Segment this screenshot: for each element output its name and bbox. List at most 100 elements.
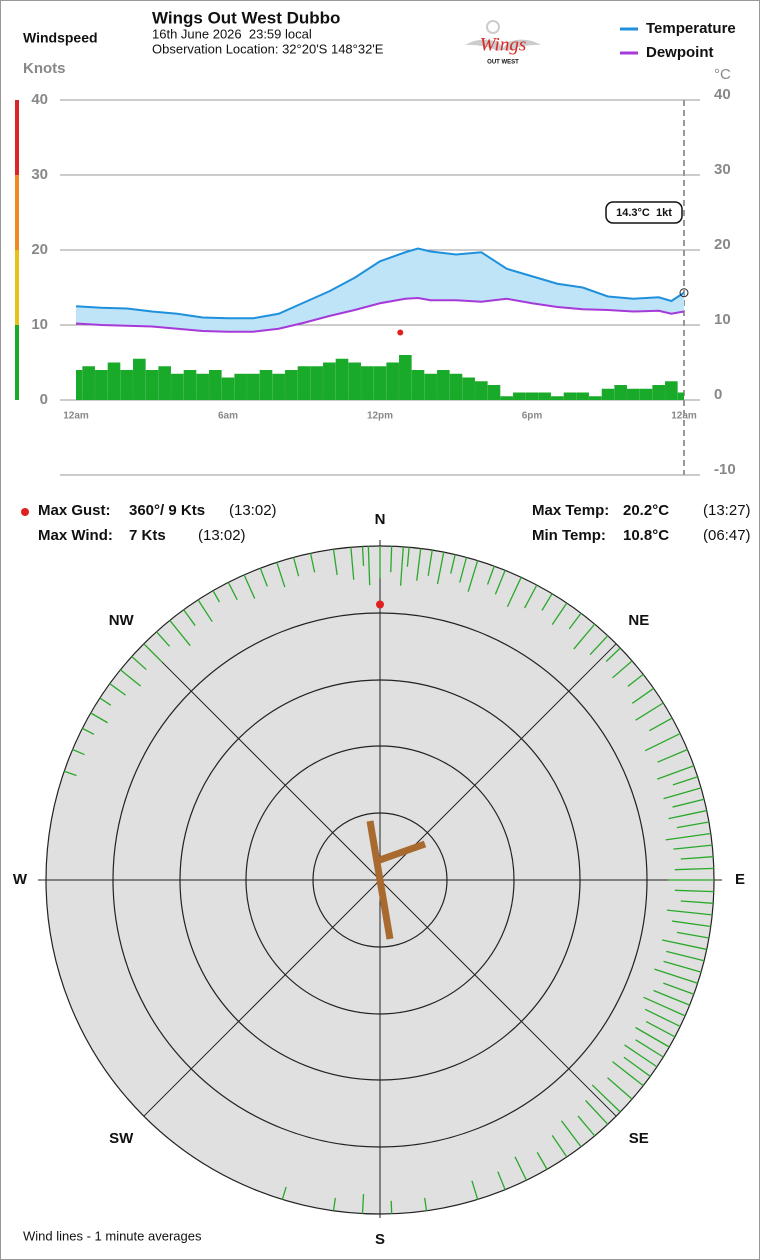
wind-line bbox=[672, 798, 705, 808]
wind-line bbox=[361, 1194, 365, 1214]
speed-band bbox=[15, 100, 19, 175]
stat-label: Max Temp: bbox=[532, 502, 609, 519]
wind-line bbox=[109, 683, 126, 696]
subtitle: Observation Location: 32°20'S 148°32'E bbox=[152, 41, 384, 56]
series-line bbox=[75, 247, 685, 320]
wind-bar bbox=[133, 358, 146, 400]
wind-bar bbox=[158, 366, 171, 400]
wind-line bbox=[243, 574, 256, 599]
stat-value: 7 Kts bbox=[129, 527, 166, 544]
y-tick-label: 0 bbox=[40, 391, 48, 408]
wind-line bbox=[551, 1134, 568, 1158]
wind-line bbox=[624, 1044, 658, 1068]
compass-label: W bbox=[13, 871, 28, 888]
wind-line bbox=[612, 660, 633, 679]
wind-bar bbox=[399, 355, 412, 400]
wind-line bbox=[663, 787, 702, 800]
x-tick-label: 12am bbox=[671, 411, 697, 422]
x-tick-label: 6am bbox=[218, 411, 238, 422]
wind-line bbox=[399, 546, 404, 586]
wind-bar bbox=[76, 370, 83, 400]
wind-line bbox=[350, 547, 355, 580]
wind-bar bbox=[601, 388, 615, 400]
wind-line bbox=[494, 570, 506, 595]
wind-line bbox=[666, 909, 713, 916]
wind-line bbox=[143, 643, 163, 663]
y-tick-label: 30 bbox=[31, 166, 48, 183]
wind-bar bbox=[652, 385, 665, 400]
max-gust-key bbox=[21, 508, 29, 516]
wind-line bbox=[197, 599, 213, 623]
wind-bar bbox=[145, 370, 159, 400]
wind-line bbox=[424, 1197, 428, 1211]
wind-line bbox=[674, 889, 714, 893]
y2-tick-label: 10 bbox=[714, 311, 731, 328]
wind-bar bbox=[120, 370, 133, 400]
wind-bar bbox=[183, 370, 197, 400]
wind-line bbox=[450, 554, 456, 574]
axis-title: Windspeed bbox=[23, 30, 98, 46]
timeseries-chart: -10 0 10 20 30 40 0 10 20 30 40 12am 6am 12pm 6pm 12am T… bbox=[15, 20, 736, 516]
wind-bar bbox=[234, 373, 247, 400]
legend-label: Temperature bbox=[646, 20, 736, 37]
stat-label: Max Gust: bbox=[38, 502, 111, 519]
wind-bar bbox=[285, 370, 298, 400]
y-tick-label: 10 bbox=[31, 316, 48, 333]
stat-time: (06:47) bbox=[703, 527, 751, 544]
wind-line bbox=[169, 620, 191, 647]
logo-subtext: OUT WEST bbox=[487, 60, 519, 66]
stat-time: (13:27) bbox=[703, 502, 751, 519]
temp-dew-fill bbox=[76, 248, 684, 332]
wind-line bbox=[367, 546, 371, 586]
wind-barb bbox=[366, 820, 427, 940]
wind-line bbox=[292, 557, 300, 577]
wind-bar bbox=[437, 370, 450, 400]
wind-line bbox=[654, 968, 698, 984]
wind-line bbox=[673, 844, 713, 850]
wind-bar bbox=[95, 370, 108, 400]
wind-line bbox=[649, 717, 673, 732]
compass-label: NE bbox=[628, 612, 649, 629]
wind-line bbox=[560, 1120, 582, 1148]
x-tick-label: 12pm bbox=[367, 411, 393, 422]
wind-line bbox=[645, 1020, 676, 1038]
wind-line bbox=[605, 647, 621, 662]
wind-bar bbox=[259, 370, 273, 400]
wind-bar bbox=[411, 370, 425, 400]
wind-line bbox=[406, 547, 410, 567]
wind-bar bbox=[424, 373, 437, 400]
annotation: 14.3°C 1kt bbox=[616, 207, 672, 219]
axis-unit: Knots bbox=[23, 60, 66, 77]
wind-line bbox=[663, 960, 702, 973]
wind-line bbox=[72, 748, 85, 756]
wind-line bbox=[653, 989, 690, 1006]
wind-line bbox=[573, 623, 596, 650]
wind-bar bbox=[614, 385, 627, 400]
wind-bar bbox=[209, 370, 222, 400]
stat-value: 360°/ 9 Kts bbox=[129, 502, 205, 519]
wind-line bbox=[276, 562, 286, 588]
wind-line bbox=[643, 996, 686, 1017]
wind-line bbox=[183, 609, 196, 626]
wind-line bbox=[459, 557, 468, 583]
wind-line bbox=[577, 1115, 596, 1137]
wind-bar bbox=[247, 373, 260, 400]
wind-line bbox=[506, 577, 522, 608]
wind-line bbox=[524, 584, 538, 609]
wind-line bbox=[99, 697, 112, 706]
wind-line bbox=[497, 1171, 506, 1190]
wind-line bbox=[486, 565, 495, 585]
wind-line bbox=[436, 552, 445, 585]
logo-text: Wings bbox=[480, 34, 526, 55]
wind-bar bbox=[449, 373, 463, 400]
wind-line bbox=[551, 602, 568, 626]
wind-line bbox=[665, 832, 711, 841]
wind-line bbox=[612, 1061, 644, 1087]
legend-label: Dewpoint bbox=[646, 44, 714, 61]
wind-line bbox=[212, 590, 221, 603]
wind-line bbox=[82, 727, 95, 735]
wind-line bbox=[635, 1026, 670, 1048]
wind-line bbox=[471, 1180, 479, 1200]
axis-unit: °C bbox=[714, 66, 731, 83]
wind-line bbox=[635, 1039, 664, 1058]
